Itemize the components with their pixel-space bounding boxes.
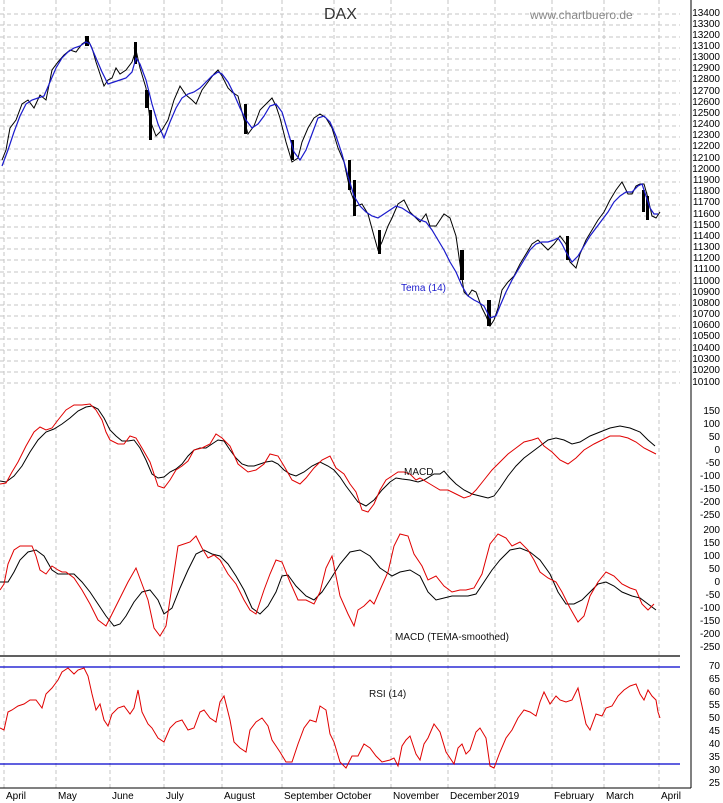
grid [0,13,680,384]
month-label: April [661,791,682,802]
price-tick: 12200 [692,141,720,152]
rsi-label: RSI (14) [369,689,407,700]
macd-tema-tick: -100 [699,603,720,614]
rsi-tick: 55 [708,700,720,711]
macd-tema-tick: -50 [705,590,720,601]
price-tick: 13000 [692,52,720,63]
rsi-tick: 70 [708,661,720,672]
month-label: July [166,791,184,802]
tema-line [1,41,658,319]
month-label: April [6,791,27,802]
month-label: 2019 [497,791,520,802]
price-tick: 11300 [692,242,720,253]
macd-tema-tick: 150 [703,538,720,549]
rsi-tick: 60 [708,687,720,698]
price-tick: 13400 [692,8,720,19]
macd-tema-signal-line [0,547,657,627]
price-tick: 12100 [692,153,720,164]
macd-tema-line [0,533,655,637]
rsi-tick: 25 [708,778,720,789]
price-tick: 11100 [693,264,720,275]
macd-tick: -150 [699,484,720,495]
month-label: December [450,791,497,802]
tema-label: Tema (14) [401,283,447,294]
price-tick: 11500 [692,220,720,231]
price-tick: 12000 [692,164,720,175]
price-tick: 12900 [692,63,720,74]
rsi-tick: 65 [708,674,720,685]
price-tick: 12800 [692,74,720,85]
price-tick: 12300 [692,130,720,141]
macd-tema-tick: 0 [714,577,720,588]
rsi-tick: 50 [708,713,720,724]
price-tick: 10800 [692,298,720,309]
macd-label: MACD [404,467,434,478]
month-label: June [112,791,134,802]
macd-tema-tick: -250 [699,642,720,653]
rsi-tick: 45 [708,726,720,737]
macd-tema-label: MACD (TEMA-smoothed) [395,632,509,643]
price-tick: 11400 [692,231,720,242]
price-tick: 10500 [692,331,720,342]
macd-tick: -250 [699,510,720,521]
price-tick: 10700 [692,309,720,320]
price-tick: 10200 [692,365,720,376]
price-tick: 13300 [692,19,720,30]
macd-tema-tick: 50 [708,564,720,575]
macd-tick: -50 [705,458,720,469]
price-tick: 13200 [692,30,720,41]
macd-tick: 100 [703,419,720,430]
price-tick: 11000 [692,276,720,287]
price-tick: 12500 [692,108,720,119]
price-tick: 10900 [692,287,720,298]
price-tick: 11200 [692,253,720,264]
price-tick: 11900 [692,175,720,186]
macd-tema-tick: 200 [703,525,720,536]
month-label: September [284,791,333,802]
price-tick: 10300 [692,354,720,365]
macd-tema-tick: -150 [699,616,720,627]
price-tick: 11800 [692,186,720,197]
month-label: May [58,791,77,802]
price-tick: 10100 [692,377,720,388]
month-label: August [224,791,256,802]
price-tick: 12600 [692,97,720,108]
macd-tema-tick: -200 [699,629,720,640]
macd-line [0,403,657,513]
macd-tick: -200 [699,497,720,508]
month-label: November [393,791,440,802]
price-tick: 13100 [692,41,720,52]
rsi-tick: 35 [708,752,720,763]
price-tick: 11700 [692,197,720,208]
macd-tick: 0 [714,445,720,456]
rsi-line [0,667,661,769]
price-candles [1,39,661,328]
month-label: March [606,791,634,802]
price-tick: 10400 [692,343,720,354]
watermark: www.chartbuero.de [530,8,633,22]
macd-tema-tick: 100 [703,551,720,562]
price-tick: 11600 [692,209,720,220]
chart-title: DAX [324,6,357,23]
macd-signal-line [0,405,656,507]
price-tick: 10600 [692,320,720,331]
month-label: February [554,791,595,802]
rsi-tick: 40 [708,739,720,750]
rsi-tick: 30 [708,765,720,776]
macd-tick: -100 [699,471,720,482]
price-tick: 12700 [692,86,720,97]
month-label: October [336,791,372,802]
macd-tick: 50 [708,432,720,443]
macd-tick: 150 [703,406,720,417]
price-tick: 12400 [692,119,720,130]
